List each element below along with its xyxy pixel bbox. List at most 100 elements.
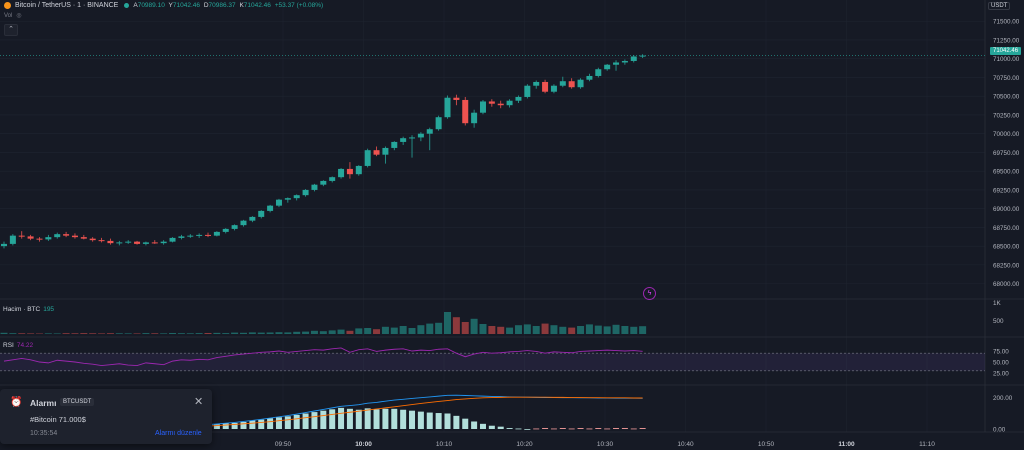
market-open-indicator [124,2,130,8]
macd-histogram-bar [284,416,291,429]
volume-bar [195,333,203,334]
price-tick-label: 70250.00 [993,112,1020,119]
volume-bar [408,328,416,334]
price-tick-label: 71250.00 [993,37,1020,44]
candle-body [178,236,185,238]
time-tick-label: 09:50 [275,441,292,448]
candle-body [36,238,43,240]
close-icon[interactable]: ✕ [194,396,204,408]
volume-bar [390,327,398,334]
candle-body [45,237,52,240]
volume-toggle-row[interactable]: Vol ◎ [4,12,22,20]
candle-body [187,235,194,237]
candle-body [151,242,158,244]
volume-bar [151,333,159,334]
volume-bar [577,326,585,334]
candle-body [471,112,478,124]
macd-histogram-bar [382,408,389,429]
collapse-legend-button[interactable]: ⌃ [4,24,18,36]
candle-body [373,150,380,155]
volume-bar [89,333,97,334]
candle-body [302,189,309,196]
volume-bar [328,330,336,334]
alert-notification[interactable]: ⏰ Alarmı BTCUSDT ✕ #Bitcoin 71.000$ 10:3… [0,389,212,444]
candle-body [524,85,531,97]
volume-bar [594,325,602,334]
volume-bar [568,327,576,334]
rsi-tick-label: 75.00 [993,349,1009,356]
volume-bar [639,326,647,334]
volume-bar [523,324,531,334]
macd-histogram-bar [311,412,318,429]
volume-bar [284,332,292,334]
candle-body [586,75,593,80]
volume-bar [612,324,620,334]
macd-histogram-bar [613,428,620,429]
candle-body [506,100,513,106]
candle-body [240,220,247,226]
volume-pane-label[interactable]: Hacim · BTC 195 [3,306,55,313]
change-value: +53.37 (+0.08%) [274,1,324,9]
macd-histogram-bar [338,407,345,429]
macd-histogram-bar [426,412,433,429]
candle-body [89,238,96,241]
volume-bar [497,326,505,334]
macd-histogram-bar [258,419,265,429]
rsi-pane-label[interactable]: RSI 74.22 [3,342,34,349]
volume-bar [373,329,381,334]
volume-bar [337,329,345,334]
volume-bar [585,324,593,334]
candle-body [258,210,265,217]
volume-bar [53,333,61,334]
volume-bar [257,332,265,334]
alert-message: #Bitcoin 71.000$ [30,415,86,424]
candle-body [71,235,78,238]
symbol-legend[interactable]: Bitcoin / TetherUS · 1 · BINANCE A70989.… [4,0,325,10]
rsi-band [0,353,985,371]
close-value: 71042.46 [243,1,271,9]
edit-alert-link[interactable]: Alarmı düzenle [155,430,202,437]
time-tick-label: 10:40 [677,441,694,448]
candle-body [613,62,620,65]
macd-histogram-bar [444,413,451,429]
volume-bar [80,333,88,334]
macd-histogram-bar [417,411,424,429]
candle-body [409,137,416,139]
candle-body [364,150,371,166]
candle-body [533,81,540,86]
time-tick-label: 11:10 [919,441,935,448]
volume-bar [275,332,283,334]
currency-selector[interactable]: USDT [988,2,1011,10]
macd-histogram-bar [355,409,362,429]
macd-histogram-bar [240,421,247,429]
volume-bar [461,322,469,334]
volume-bar [435,322,443,334]
rsi-line [3,347,643,366]
chevron-up-icon: ⌃ [8,26,14,33]
volume-bar [204,333,212,334]
symbol-name[interactable]: Bitcoin / TetherUS · 1 · BINANCE [15,1,119,9]
volume-bar [381,326,389,334]
volume-bar [231,332,239,334]
eye-icon[interactable]: ◎ [16,13,22,19]
macd-histogram-bar [533,428,540,430]
candle-body [213,231,220,236]
candle-body [231,225,238,229]
volume-bar [364,328,372,334]
volume-bar [239,332,247,334]
price-tick-label: 71000.00 [993,56,1020,63]
macd-histogram-bar [471,421,478,429]
candle-body [98,240,105,242]
lightning-icon[interactable]: ϟ [643,287,656,300]
volume-bar [532,326,540,334]
time-tick-label: 10:00 [355,441,372,448]
candle-body [391,141,398,148]
volume-bar [186,333,194,334]
volume-bar [27,333,35,334]
volume-series [0,312,647,334]
macd-histogram-bar [275,417,282,429]
price-tick-label: 70000.00 [993,131,1020,138]
volume-bar [550,325,558,334]
candle-body [134,241,141,244]
